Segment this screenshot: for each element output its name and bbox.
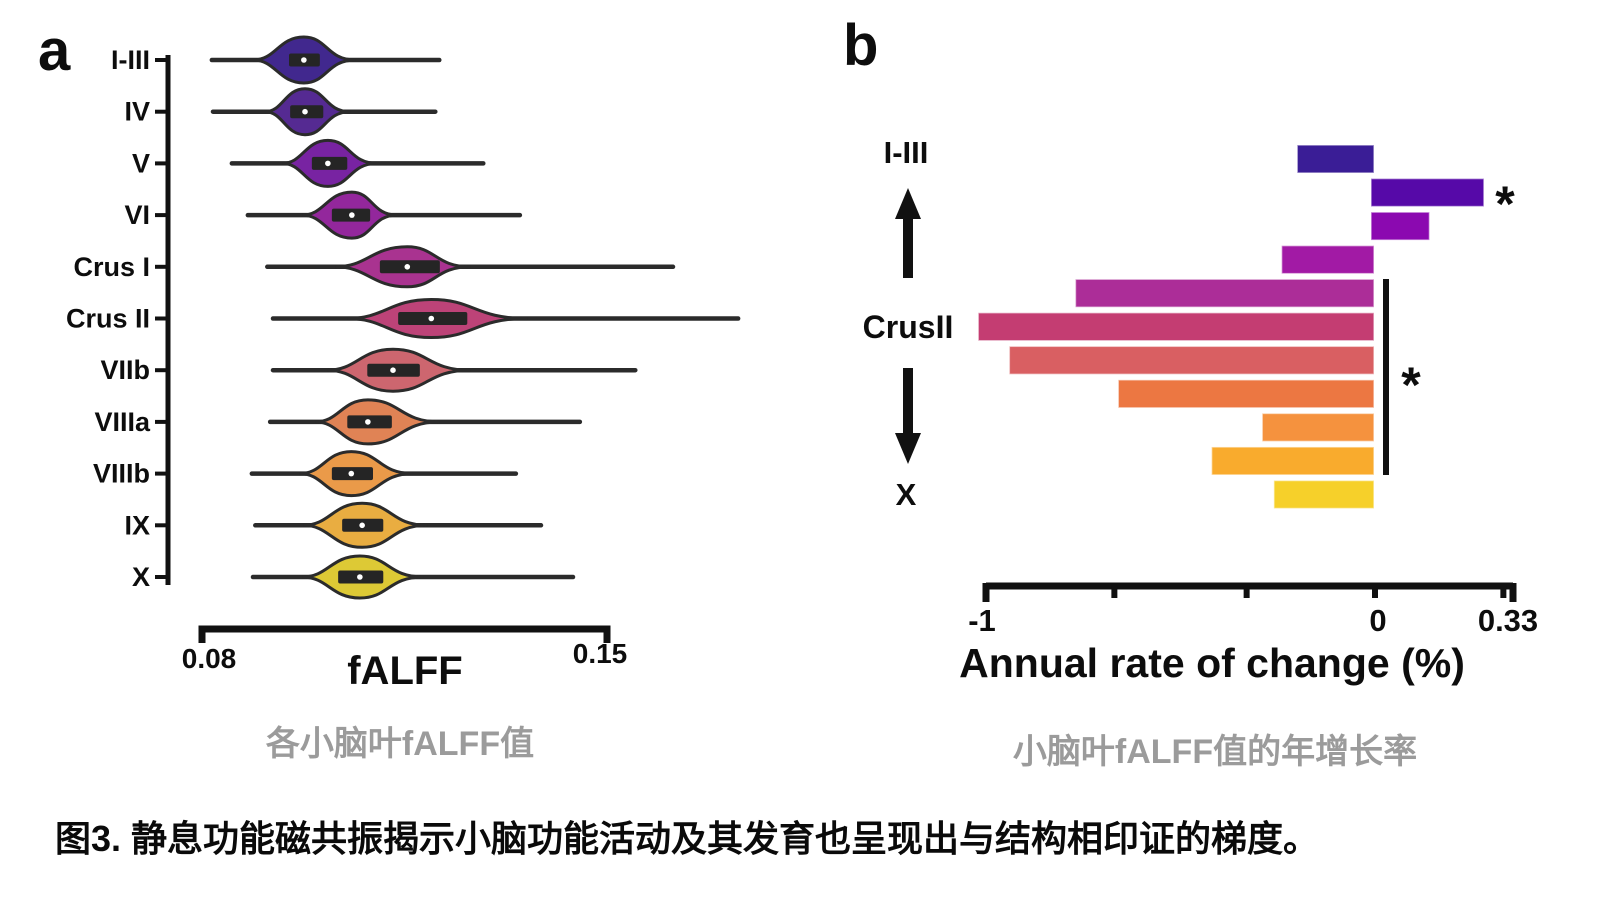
arrow-up-icon	[895, 188, 921, 219]
violin-row	[245, 190, 523, 240]
significance-star-iv: *	[1495, 176, 1515, 232]
violin-row	[270, 297, 741, 340]
violin-row	[250, 554, 576, 600]
x-tick-label: -1	[968, 603, 996, 638]
violin-median-dot	[348, 470, 355, 477]
violin-median-dot	[404, 264, 411, 270]
significance-star-bracket: *	[1401, 357, 1421, 413]
bar-VIIIb	[1261, 412, 1375, 443]
panel-a-violin-chart: I-III IV V VI Crus I Crus II VIIb VIIIa VIIIb IX X…	[66, 35, 741, 693]
bar-Crus I	[1074, 278, 1375, 308]
panel-b-bar-chart: I-III CrusII X * * -1 0 0.33 Annual rate of chan…	[863, 135, 1539, 686]
violin-row-label: I-III	[111, 45, 150, 75]
bar-I-III	[1296, 144, 1375, 174]
panel-b-caption: 小脑叶fALFF值的年增长率	[1012, 733, 1418, 771]
x-axis-title: fALFF	[347, 649, 463, 693]
violin-median-dot	[357, 574, 363, 580]
violin-row-label: VI	[124, 200, 150, 230]
bar-VIIb	[1008, 345, 1375, 376]
bar-V	[1370, 211, 1431, 241]
violin-median-dot	[359, 522, 365, 529]
violin-median-dot	[325, 160, 331, 167]
violin-median-dot	[349, 212, 355, 218]
violin-row	[210, 87, 438, 137]
bar-IV	[1370, 177, 1485, 208]
violin-row	[253, 501, 544, 549]
violin-row	[229, 138, 486, 188]
arrow-down-icon	[895, 433, 921, 464]
bar-IX	[1210, 446, 1375, 476]
x-axis-title: Annual rate of change (%)	[959, 640, 1465, 686]
panel-b-letter: b	[843, 13, 879, 78]
violin-median-dot	[301, 57, 307, 63]
violin-row	[265, 245, 676, 289]
violin-row-label: Crus II	[66, 304, 150, 334]
violin-median-dot	[428, 315, 435, 322]
violin-row-label: Crus I	[73, 252, 150, 282]
violin-median-dot	[365, 419, 371, 425]
panel-a-caption: 各小脑叶fALFF值	[265, 725, 535, 763]
panel-a-letter: a	[38, 18, 71, 83]
x-tick-label-min: 0.08	[182, 643, 237, 674]
gradient-top-label: I-III	[884, 135, 929, 170]
violin-median-dot	[390, 367, 396, 374]
violin-row-label: V	[132, 148, 150, 178]
x-tick-label-max: 0.15	[573, 638, 628, 669]
x-axis-bracket	[198, 625, 611, 643]
figure-caption: 图3. 静息功能磁共振揭示小脑功能活动及其发育也呈现出与结构相印证的梯度。	[55, 818, 1320, 859]
violin-row-label: X	[132, 562, 150, 592]
bar-VI	[1280, 244, 1375, 275]
bar-X	[1273, 479, 1375, 510]
violin-row	[267, 398, 583, 446]
violin-row	[209, 35, 442, 85]
bar-Crus II	[977, 312, 1375, 342]
violin-row-label: IX	[124, 510, 150, 540]
violin-row-label: IV	[124, 97, 150, 127]
violin-row-label: VIIIa	[94, 407, 151, 437]
gradient-middle-label: CrusII	[863, 309, 954, 345]
x-tick-label: 0	[1369, 603, 1386, 638]
x-tick-label: 0.33	[1478, 603, 1538, 638]
bar-VIIIa	[1117, 379, 1375, 409]
violin-row	[249, 450, 519, 498]
violin-median-dot	[302, 108, 308, 115]
violin-row-label: VIIb	[100, 355, 150, 385]
violin-row	[270, 347, 638, 393]
violin-row-label: VIIIb	[93, 459, 150, 489]
gradient-bottom-label: X	[896, 477, 917, 512]
